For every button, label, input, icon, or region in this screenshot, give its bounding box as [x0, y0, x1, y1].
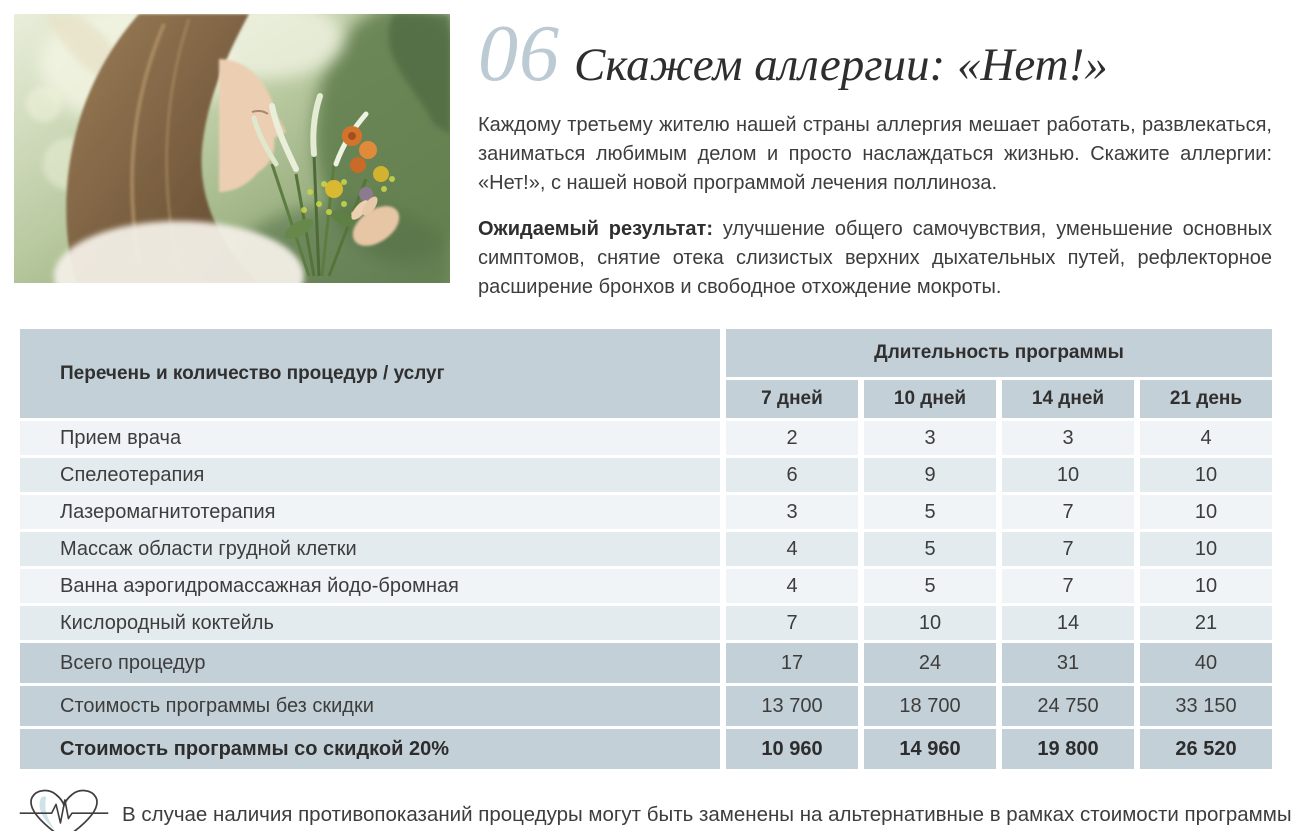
table-cell: 4 [726, 569, 858, 603]
expected-result-text: улучшение общего самочувствия, уменьшени… [478, 218, 1273, 298]
page-number: 06 [478, 10, 560, 98]
table-cell: 18 700 [864, 686, 996, 726]
top-section: 06 Скажем аллергии: «Нет!» Каждому треть… [14, 14, 1272, 302]
table-cell: 7 [1002, 569, 1134, 603]
column-header-21-days: 21 день [1140, 380, 1272, 418]
column-header-7-days: 7 дней [726, 380, 858, 418]
photo-woman-smelling-flowers [14, 14, 450, 283]
footnote: В случае наличия противопоказаний процед… [16, 784, 1292, 831]
table-row-label: Ванна аэрогидромассажная йодо-бромная [20, 569, 720, 603]
table-cell: 6 [726, 458, 858, 492]
table-cell: 4 [1140, 421, 1272, 455]
table-cell: 5 [864, 532, 996, 566]
table-row-label-price: Стоимость программы без скидки [20, 686, 720, 726]
table-cell: 5 [864, 495, 996, 529]
table-cell: 2 [726, 421, 858, 455]
table-cell: 31 [1002, 643, 1134, 683]
table-cell: 10 960 [726, 729, 858, 769]
table-cell: 10 [1140, 458, 1272, 492]
table-cell: 14 [1002, 606, 1134, 640]
table-row-label: Кислородный коктейль [20, 606, 720, 640]
table-cell: 4 [726, 532, 858, 566]
program-price-table: Перечень и количество процедур / услуг Д… [20, 329, 1272, 769]
photo-illustration [14, 14, 450, 283]
intro-column: 06 Скажем аллергии: «Нет!» Каждому треть… [450, 14, 1272, 302]
table-row-label: Массаж области грудной клетки [20, 532, 720, 566]
table-cell: 19 800 [1002, 729, 1134, 769]
column-header-14-days: 14 дней [1002, 380, 1134, 418]
table-cell: 40 [1140, 643, 1272, 683]
footnote-text: В случае наличия противопоказаний процед… [122, 803, 1292, 826]
table-row-label-discount-price: Стоимость программы со скидкой 20% [20, 729, 720, 769]
table-cell: 5 [864, 569, 996, 603]
table-cell: 10 [1140, 532, 1272, 566]
table-cell: 24 [864, 643, 996, 683]
column-group-header-duration: Длительность программы [726, 329, 1272, 377]
column-header-10-days: 10 дней [864, 380, 996, 418]
table-cell: 7 [726, 606, 858, 640]
heart-pulse-icon [19, 789, 109, 831]
table-cell: 10 [1140, 569, 1272, 603]
table-row-label: Спелеотерапия [20, 458, 720, 492]
table-cell: 3 [864, 421, 996, 455]
table-cell: 13 700 [726, 686, 858, 726]
table-row-label-total: Всего процедур [20, 643, 720, 683]
title-row: 06 Скажем аллергии: «Нет!» [478, 14, 1272, 94]
table-cell: 33 150 [1140, 686, 1272, 726]
expected-result-label: Ожидаемый результат: [478, 218, 713, 240]
expected-result-paragraph: Ожидаемый результат: улучшение общего са… [478, 215, 1272, 302]
table-cell: 3 [726, 495, 858, 529]
table-cell: 26 520 [1140, 729, 1272, 769]
page-title: Скажем аллергии: «Нет!» [574, 39, 1108, 91]
table-cell: 10 [1002, 458, 1134, 492]
table-cell: 9 [864, 458, 996, 492]
intro-paragraph: Каждому третьему жителю нашей страны алл… [478, 114, 1272, 194]
table-cell: 7 [1002, 532, 1134, 566]
table-row-label: Лазеромагнитотерапия [20, 495, 720, 529]
table-cell: 10 [864, 606, 996, 640]
table-row-label: Прием врача [20, 421, 720, 455]
table-cell: 10 [1140, 495, 1272, 529]
table-cell: 3 [1002, 421, 1134, 455]
column-header-services: Перечень и количество процедур / услуг [20, 329, 720, 418]
table-cell: 21 [1140, 606, 1272, 640]
table-cell: 14 960 [864, 729, 996, 769]
table-cell: 17 [726, 643, 858, 683]
table-cell: 7 [1002, 495, 1134, 529]
table-cell: 24 750 [1002, 686, 1134, 726]
